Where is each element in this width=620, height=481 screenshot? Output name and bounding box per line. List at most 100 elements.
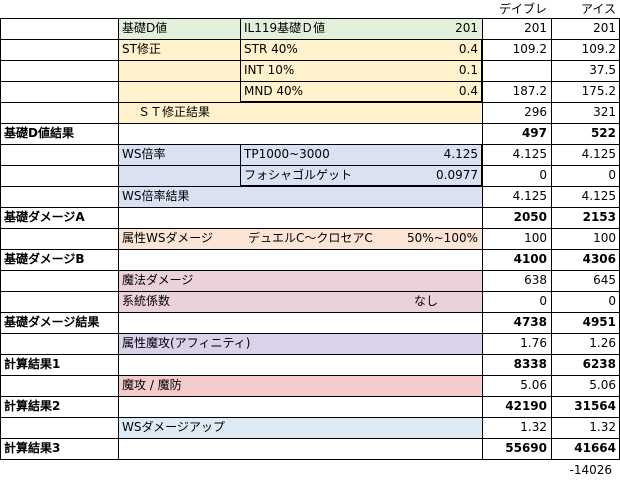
row-label[interactable]: 基礎D値 [122, 21, 168, 35]
band-7 [118, 417, 482, 438]
header-debuff[interactable]: デイブレ [498, 2, 547, 16]
grid-vline [0, 18, 1, 459]
grid-vline [240, 18, 241, 39]
row-debuff-value[interactable]: 1.76 [520, 336, 547, 350]
band-5 [118, 333, 482, 354]
row-debuff-value[interactable]: 55690 [505, 441, 547, 455]
row-ice-value[interactable]: 5.06 [589, 378, 616, 392]
band-6 [118, 375, 482, 396]
row-param[interactable]: 0.4 [458, 42, 478, 56]
row-sub-label[interactable]: IL119基礎Ｄ値 [244, 21, 326, 35]
row-ice-value[interactable]: 522 [590, 126, 616, 140]
row-label[interactable]: 基礎ダメージA [4, 210, 85, 224]
row-label[interactable]: 系統係数 [122, 294, 171, 308]
row-debuff-value[interactable]: 42190 [505, 399, 547, 413]
grid-hline [0, 228, 620, 229]
row-ice-value[interactable]: 1.32 [589, 420, 616, 434]
row-label[interactable]: ST修正 [122, 42, 161, 56]
row-debuff-value[interactable] [482, 60, 551, 81]
row-param[interactable]: 4.125 [443, 147, 478, 161]
row-debuff-value[interactable]: 0 [539, 168, 547, 182]
grid-hline [0, 459, 620, 460]
row-ice-value[interactable]: 0 [608, 168, 616, 182]
row-debuff-value[interactable]: 1.32 [520, 420, 547, 434]
grid-hline [0, 270, 620, 271]
footer-diff[interactable]: -14026 [569, 463, 612, 477]
row-label[interactable]: 計算結果3 [4, 441, 61, 455]
row-label[interactable]: 基礎ダメージB [4, 252, 85, 266]
row-debuff-value[interactable]: 5.06 [520, 378, 547, 392]
grid-hline [0, 438, 620, 439]
grid-hline [0, 375, 620, 376]
row-ice-value[interactable]: 31564 [574, 399, 616, 413]
row-label[interactable]: 計算結果2 [4, 399, 61, 413]
grid-hline [0, 165, 620, 166]
row-debuff-value[interactable]: 296 [524, 105, 547, 119]
row-debuff-value[interactable]: 109.2 [512, 42, 547, 56]
row-ice-value[interactable]: 109.2 [581, 42, 616, 56]
row-label[interactable]: WS倍率 [122, 147, 166, 161]
row-param[interactable]: 0.0977 [436, 168, 478, 182]
grid-hline [0, 417, 620, 418]
band-0 [118, 18, 482, 39]
row-label[interactable]: ＳＴ修正結果 [138, 105, 211, 119]
grid-hline [0, 396, 620, 397]
grid-hline [0, 39, 620, 40]
row-ice-value[interactable]: 175.2 [581, 84, 616, 98]
row-ice-value[interactable]: 6238 [582, 357, 616, 371]
row-param[interactable]: 0.1 [458, 63, 478, 77]
row-ice-value[interactable]: 4951 [582, 315, 616, 329]
row-debuff-value[interactable]: 201 [524, 21, 547, 35]
row-ice-value[interactable]: 4306 [582, 252, 616, 266]
grid-hline [0, 249, 620, 250]
row-sub-label[interactable]: INT 10% [244, 63, 295, 77]
row-debuff-value[interactable]: 4100 [513, 252, 547, 266]
row-sub-label[interactable]: STR 40% [244, 42, 298, 56]
row-label[interactable]: 基礎ダメージ結果 [4, 315, 100, 329]
row-label[interactable]: WSダメージアップ [122, 420, 225, 434]
row-label[interactable]: 基礎D値結果 [4, 126, 74, 140]
row-param[interactable]: なし [413, 294, 438, 308]
row-param[interactable]: 50%~100% [406, 231, 478, 245]
row-param[interactable]: 201 [455, 21, 478, 35]
row-debuff-value[interactable]: 4.125 [512, 189, 547, 203]
row-ice-value[interactable]: 0 [608, 294, 616, 308]
row-ice-value[interactable]: 1.26 [589, 336, 616, 350]
band-3 [118, 228, 482, 249]
row-ice-value[interactable]: 37.5 [589, 63, 616, 77]
row-ice-value[interactable]: 41664 [574, 441, 616, 455]
row-ice-value[interactable]: 645 [593, 273, 616, 287]
row-ice-value[interactable]: 100 [593, 231, 616, 245]
row-sub-label[interactable]: デュエルC～クロセアC [248, 231, 373, 245]
row-ice-value[interactable]: 2153 [582, 210, 616, 224]
row-label[interactable]: WS倍率結果 [122, 189, 190, 203]
row-sub-label[interactable]: フォシャゴルゲット [244, 168, 353, 182]
row-sub-label[interactable]: MND 40% [244, 84, 304, 98]
row-label[interactable]: 魔攻 / 魔防 [122, 378, 182, 392]
row-debuff-value[interactable]: 100 [524, 231, 547, 245]
row-debuff-value[interactable]: 8338 [513, 357, 547, 371]
row-debuff-value[interactable]: 187.2 [512, 84, 547, 98]
row-sub-label[interactable]: TP1000~3000 [244, 147, 330, 161]
grid-hline [0, 186, 620, 187]
row-debuff-value[interactable]: 4.125 [512, 147, 547, 161]
row-ice-value[interactable]: 4.125 [581, 147, 616, 161]
row-ice-value[interactable]: 321 [593, 105, 616, 119]
row-debuff-value[interactable]: 638 [524, 273, 547, 287]
row-debuff-value[interactable]: 2050 [513, 210, 547, 224]
st-inner-block [240, 39, 482, 102]
row-debuff-value[interactable]: 497 [521, 126, 547, 140]
row-label[interactable]: 属性魔攻(アフィニティ) [122, 336, 251, 350]
header-ice[interactable]: アイス [580, 2, 616, 16]
grid-hline [0, 123, 620, 124]
grid-hline [0, 207, 620, 208]
row-label[interactable]: 魔法ダメージ [122, 273, 194, 287]
row-ice-value[interactable]: 4.125 [581, 189, 616, 203]
row-label[interactable]: 計算結果1 [4, 357, 61, 371]
row-param[interactable]: 0.4 [458, 84, 478, 98]
row-ice-value[interactable]: 201 [593, 21, 616, 35]
row-label[interactable]: 属性WSダメージ [122, 231, 213, 245]
row-debuff-value[interactable]: 0 [539, 294, 547, 308]
grid-hline [0, 291, 620, 292]
row-debuff-value[interactable]: 4738 [513, 315, 547, 329]
